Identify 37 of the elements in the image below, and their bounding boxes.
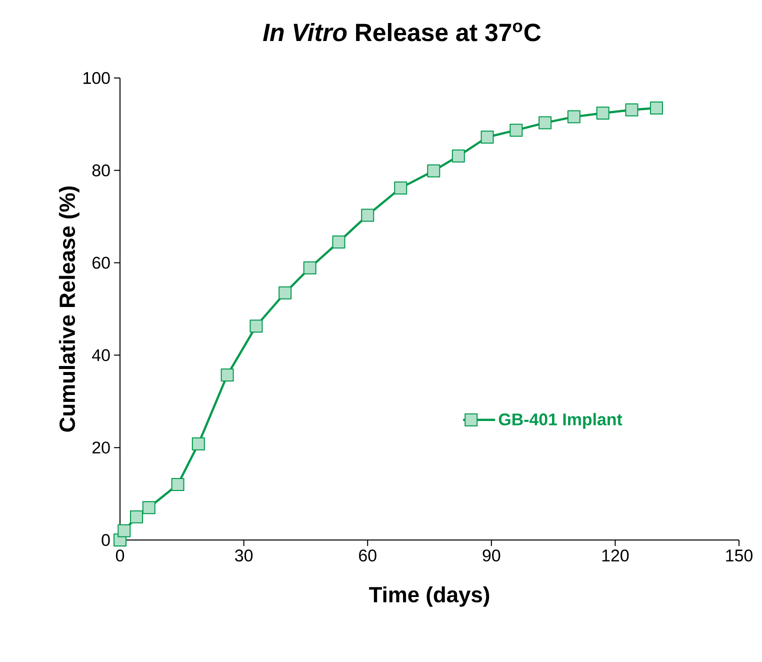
point [220,368,234,382]
y-tick-label: 100 [84,72,110,84]
chart-title: In Vitro Release at 37$^{o}$C [263,22,541,42]
x-tick-label: 0 [116,550,124,562]
point [538,116,552,130]
point [361,208,374,222]
point [596,106,610,120]
y-tick-label: 0 [102,534,110,546]
x-tick-label: 60 [359,550,376,562]
point [510,124,523,137]
point [130,510,144,524]
point [332,235,346,248]
point [118,524,131,538]
y-tick-label: 20 [92,442,110,454]
y-tick-label: 80 [92,164,110,176]
x-tick-label: 150 [726,550,752,562]
x-tick-label: 30 [235,550,253,562]
y-axis-title: Cumulative Release (%) [58,186,80,432]
x-tick-label: 90 [482,550,500,562]
point [567,110,580,124]
legend-label: GB-401 Implant [498,412,622,429]
y-tick-label: 40 [92,349,110,362]
point [650,102,663,115]
point [250,320,263,333]
x-tick-label: 120 [602,550,629,562]
x-axis-title: Time (days) [369,586,490,607]
point [625,103,638,116]
point [171,478,184,492]
point [278,286,292,300]
point [303,261,316,274]
point [452,150,465,163]
point [142,501,156,514]
y-tick-label: 60 [92,256,110,269]
point [394,181,408,194]
point [480,130,494,144]
point [427,164,440,178]
point [192,437,205,450]
